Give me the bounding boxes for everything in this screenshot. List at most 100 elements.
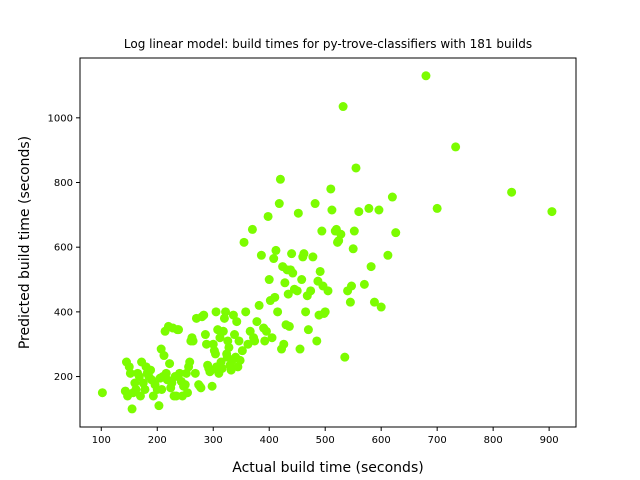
data-point	[391, 228, 401, 238]
y-tick-label: 400	[54, 307, 73, 318]
data-point	[217, 363, 227, 373]
data-point	[312, 336, 322, 346]
data-point	[224, 342, 234, 352]
data-point	[260, 336, 270, 346]
data-point	[345, 297, 355, 307]
data-point	[171, 391, 181, 401]
plot-area	[79, 57, 577, 428]
data-point	[180, 380, 190, 390]
data-point	[148, 391, 158, 401]
data-point	[218, 326, 228, 336]
x-tick-label: 200	[148, 435, 167, 446]
data-point	[157, 384, 167, 394]
data-point	[547, 207, 557, 217]
data-point	[295, 344, 305, 354]
data-point	[263, 211, 273, 221]
data-point	[267, 333, 277, 343]
data-point	[359, 279, 369, 289]
data-point	[97, 388, 107, 398]
data-point	[323, 286, 333, 296]
data-point	[174, 325, 184, 335]
data-point	[202, 339, 212, 349]
data-point	[297, 275, 307, 285]
data-point	[432, 203, 442, 213]
y-tick-label: 800	[54, 178, 73, 189]
data-point	[241, 307, 251, 317]
x-tick-label: 600	[372, 435, 391, 446]
data-point	[273, 307, 283, 317]
data-point	[347, 281, 357, 291]
data-point	[125, 368, 135, 378]
data-point	[196, 383, 206, 393]
data-point	[159, 351, 169, 361]
data-point	[127, 404, 137, 414]
data-point	[279, 339, 289, 349]
x-axis-ticks: 100 200 300 400 500 600 700 800 900	[92, 427, 559, 446]
y-tick-label: 1000	[48, 113, 73, 124]
data-point	[280, 278, 290, 288]
data-point	[247, 224, 257, 234]
data-point	[326, 184, 336, 194]
data-point	[234, 336, 244, 346]
data-point	[336, 229, 346, 239]
data-point	[310, 199, 320, 209]
data-point	[349, 226, 359, 236]
data-point	[351, 163, 361, 173]
data-point	[131, 384, 141, 394]
data-point	[354, 207, 364, 217]
data-point	[284, 321, 294, 331]
data-point	[269, 254, 279, 264]
data-points	[97, 71, 557, 414]
data-point	[146, 365, 156, 375]
data-point	[235, 355, 245, 365]
x-axis-label: Actual build time (seconds)	[232, 460, 423, 476]
data-point	[182, 388, 192, 398]
y-tick-label: 200	[54, 372, 73, 383]
data-point	[299, 249, 309, 259]
data-point	[271, 245, 281, 255]
data-point	[230, 330, 240, 340]
data-point	[364, 203, 374, 213]
data-point	[369, 297, 379, 307]
data-point	[292, 286, 302, 296]
data-point	[348, 244, 358, 254]
data-point	[237, 346, 247, 356]
data-point	[254, 300, 264, 310]
data-point	[211, 307, 221, 317]
data-point	[338, 102, 348, 112]
data-point	[283, 289, 293, 299]
x-tick-label: 800	[484, 435, 503, 446]
data-point	[135, 391, 145, 401]
data-point	[303, 325, 313, 335]
data-point	[270, 292, 280, 302]
data-point	[327, 205, 337, 215]
data-point	[221, 307, 231, 317]
data-point	[315, 266, 325, 276]
data-point	[275, 174, 285, 184]
y-axis-label: Predicted build time (seconds)	[17, 136, 33, 349]
data-point	[261, 326, 271, 336]
x-tick-label: 500	[316, 435, 335, 446]
data-point	[287, 249, 297, 259]
data-point	[140, 384, 150, 394]
x-tick-label: 900	[540, 435, 559, 446]
data-point	[264, 275, 274, 285]
data-point	[232, 317, 242, 327]
data-point	[451, 142, 461, 152]
data-point	[288, 268, 298, 278]
data-point	[317, 226, 327, 236]
data-point	[306, 286, 316, 296]
x-tick-label: 100	[92, 435, 111, 446]
data-point	[374, 205, 384, 215]
data-point	[507, 187, 517, 197]
data-point	[200, 330, 210, 340]
data-point	[366, 262, 376, 272]
data-point	[199, 310, 209, 320]
data-point	[188, 336, 198, 346]
data-point	[376, 302, 386, 312]
data-point	[293, 208, 303, 218]
data-point	[239, 237, 249, 247]
data-point	[207, 381, 217, 391]
x-tick-label: 700	[428, 435, 447, 446]
